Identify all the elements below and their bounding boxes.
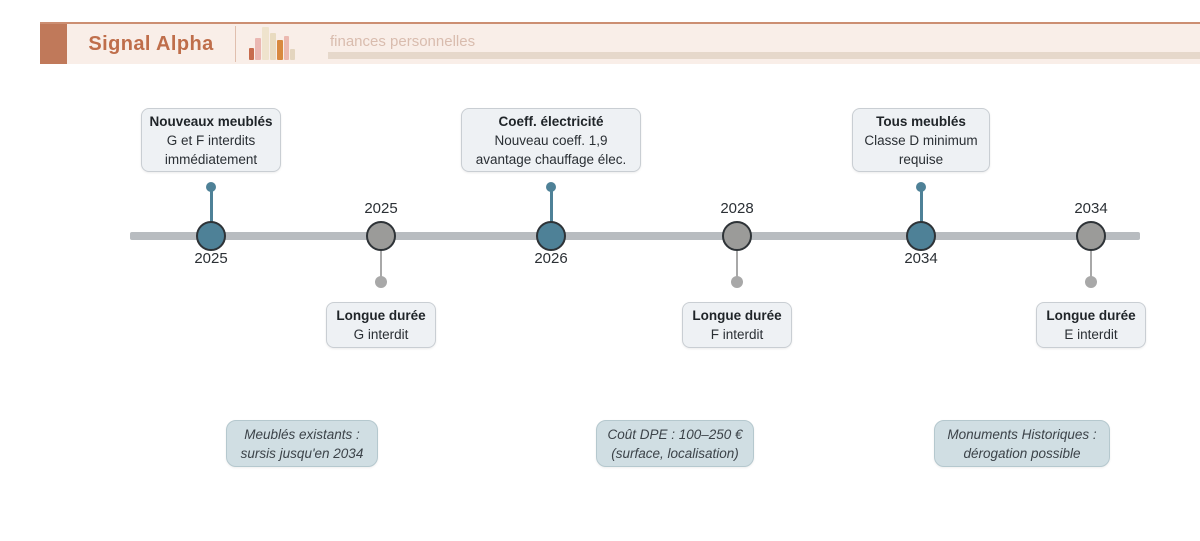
- marker-circle: [906, 221, 936, 251]
- connector-line: [1090, 251, 1092, 278]
- marker-circle: [536, 221, 566, 251]
- header-progress-strip: [328, 52, 1200, 59]
- callout-line: F interdit: [710, 327, 764, 342]
- brand-title: Signal Alpha: [88, 32, 214, 55]
- callout-longue-duree-f: Longue durée F interdit: [682, 302, 792, 348]
- bar-chart-icon-bar: [249, 48, 254, 60]
- header-band: Signal Alpha finances personnelles: [40, 22, 1200, 64]
- callout-line: requise: [898, 151, 944, 167]
- bar-chart-icon-bar: [255, 38, 261, 60]
- callout-longue-duree-e: Longue durée E interdit: [1036, 302, 1146, 348]
- marker-circle: [722, 221, 752, 251]
- callout-title: Nouveaux meublés: [149, 113, 273, 129]
- connector-line: [380, 251, 382, 278]
- connector-dot: [375, 276, 387, 288]
- header-divider: [235, 26, 236, 62]
- connector-line: [919, 190, 923, 222]
- callout-title: Longue durée: [692, 308, 782, 323]
- callout-line: G interdit: [353, 327, 409, 342]
- callout-tous-meubles: Tous meublés Classe D minimum requise: [852, 108, 990, 172]
- callout-nouveaux-meubles: Nouveaux meublés G et F interdits immédi…: [141, 108, 281, 172]
- connector-line: [549, 190, 553, 222]
- callout-coeff-electricite: Coeff. électricité Nouveau coeff. 1,9 av…: [461, 108, 641, 172]
- callout-line: avantage chauffage élec.: [475, 151, 627, 167]
- bar-chart-icon-bar: [262, 27, 269, 60]
- year-label: 2034: [904, 250, 938, 267]
- note-line: Meublés existants :: [244, 426, 360, 442]
- note-line: Coût DPE : 100–250 €: [607, 426, 743, 442]
- timeline-bar: [130, 232, 1140, 240]
- connector-dot: [916, 182, 926, 192]
- connector-dot: [731, 276, 743, 288]
- callout-line: G et F interdits: [166, 132, 256, 148]
- connector-dot: [1085, 276, 1097, 288]
- callout-longue-duree-g: Longue durée G interdit: [326, 302, 436, 348]
- callout-title: Tous meublés: [876, 113, 966, 129]
- bar-chart-icon-bar: [277, 40, 283, 60]
- year-label: 2026: [534, 250, 568, 267]
- marker-circle: [1076, 221, 1106, 251]
- bar-chart-icon: [236, 24, 308, 64]
- callout-title: Longue durée: [336, 308, 426, 323]
- callout-line: E interdit: [1064, 327, 1118, 342]
- marker-circle: [196, 221, 226, 251]
- note-monuments-historiques: Monuments Historiques : dérogation possi…: [934, 420, 1110, 467]
- connector-dot: [546, 182, 556, 192]
- brand-square: [40, 24, 67, 64]
- bar-chart-icon-bar: [284, 36, 289, 60]
- callout-title: Coeff. électricité: [498, 113, 604, 129]
- callout-line: immédiatement: [164, 151, 258, 167]
- bar-chart-icon-bar: [290, 49, 295, 60]
- connector-line: [736, 251, 738, 278]
- note-meubles-existants: Meublés existants : sursis jusqu'en 2034: [226, 420, 378, 467]
- header-subtitle: finances personnelles: [330, 32, 476, 50]
- header-subtitle-area: finances personnelles: [308, 24, 1200, 64]
- connector-dot: [206, 182, 216, 192]
- year-label: 2028: [720, 200, 754, 217]
- note-line: Monuments Historiques :: [947, 426, 1097, 442]
- note-line: sursis jusqu'en 2034: [240, 445, 364, 461]
- year-label: 2025: [194, 250, 228, 267]
- note-line: (surface, localisation): [611, 445, 739, 461]
- connector-line: [209, 190, 213, 222]
- callout-line: Nouveau coeff. 1,9: [494, 132, 608, 148]
- note-cout-dpe: Coût DPE : 100–250 € (surface, localisat…: [596, 420, 754, 467]
- year-label: 2034: [1074, 200, 1108, 217]
- callout-title: Longue durée: [1046, 308, 1136, 323]
- note-line: dérogation possible: [963, 445, 1081, 461]
- callout-line: Classe D minimum: [864, 132, 978, 148]
- year-label: 2025: [364, 200, 398, 217]
- bar-chart-icon-bar: [270, 33, 276, 60]
- marker-circle: [366, 221, 396, 251]
